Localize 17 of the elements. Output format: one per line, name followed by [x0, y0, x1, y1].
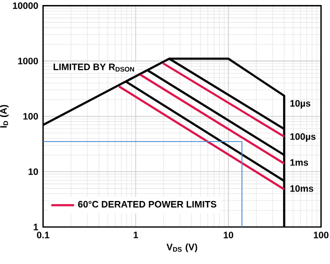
series-label: 100µs [290, 133, 316, 142]
series-label: 1ms [290, 159, 308, 166]
x-tick-label: 1 [134, 232, 138, 238]
y-tick-label: 10 [28, 168, 38, 175]
series-label: 10µs [290, 100, 310, 109]
series-label: 10ms [290, 185, 314, 192]
y-axis-title: I$_{D}$ (A) [0, 104, 9, 128]
annotation: LIMITED BY R$_{DSON}$ [54, 64, 134, 72]
x-tick-label: 0.1 [36, 232, 50, 238]
y-tick-label: 1000 [18, 58, 38, 64]
legend-label: 60°C DERATED POWER LIMITS [78, 200, 216, 208]
x-axis-title: V$_{DS}$ (V) [166, 243, 198, 252]
y-tick-label: 1 [34, 224, 38, 230]
x-tick-label: 100 [314, 232, 328, 238]
y-tick-label: 10000 [12, 2, 38, 9]
y-tick-label: 100 [23, 113, 38, 120]
x-tick-label: 10 [224, 232, 234, 238]
